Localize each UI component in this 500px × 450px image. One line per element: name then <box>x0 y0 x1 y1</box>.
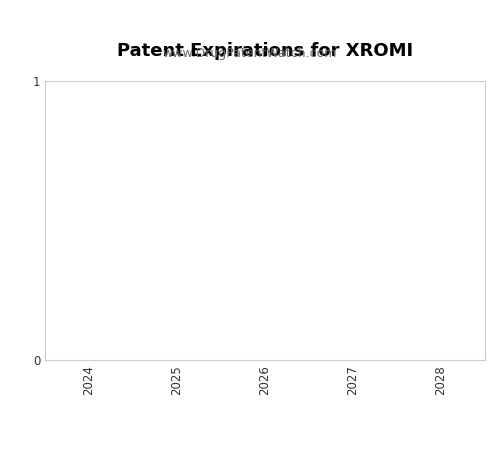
Title: Patent Expirations for XROMI: Patent Expirations for XROMI <box>117 42 413 60</box>
Text: www.DrugPatentWatch.com: www.DrugPatentWatch.com <box>163 47 337 60</box>
